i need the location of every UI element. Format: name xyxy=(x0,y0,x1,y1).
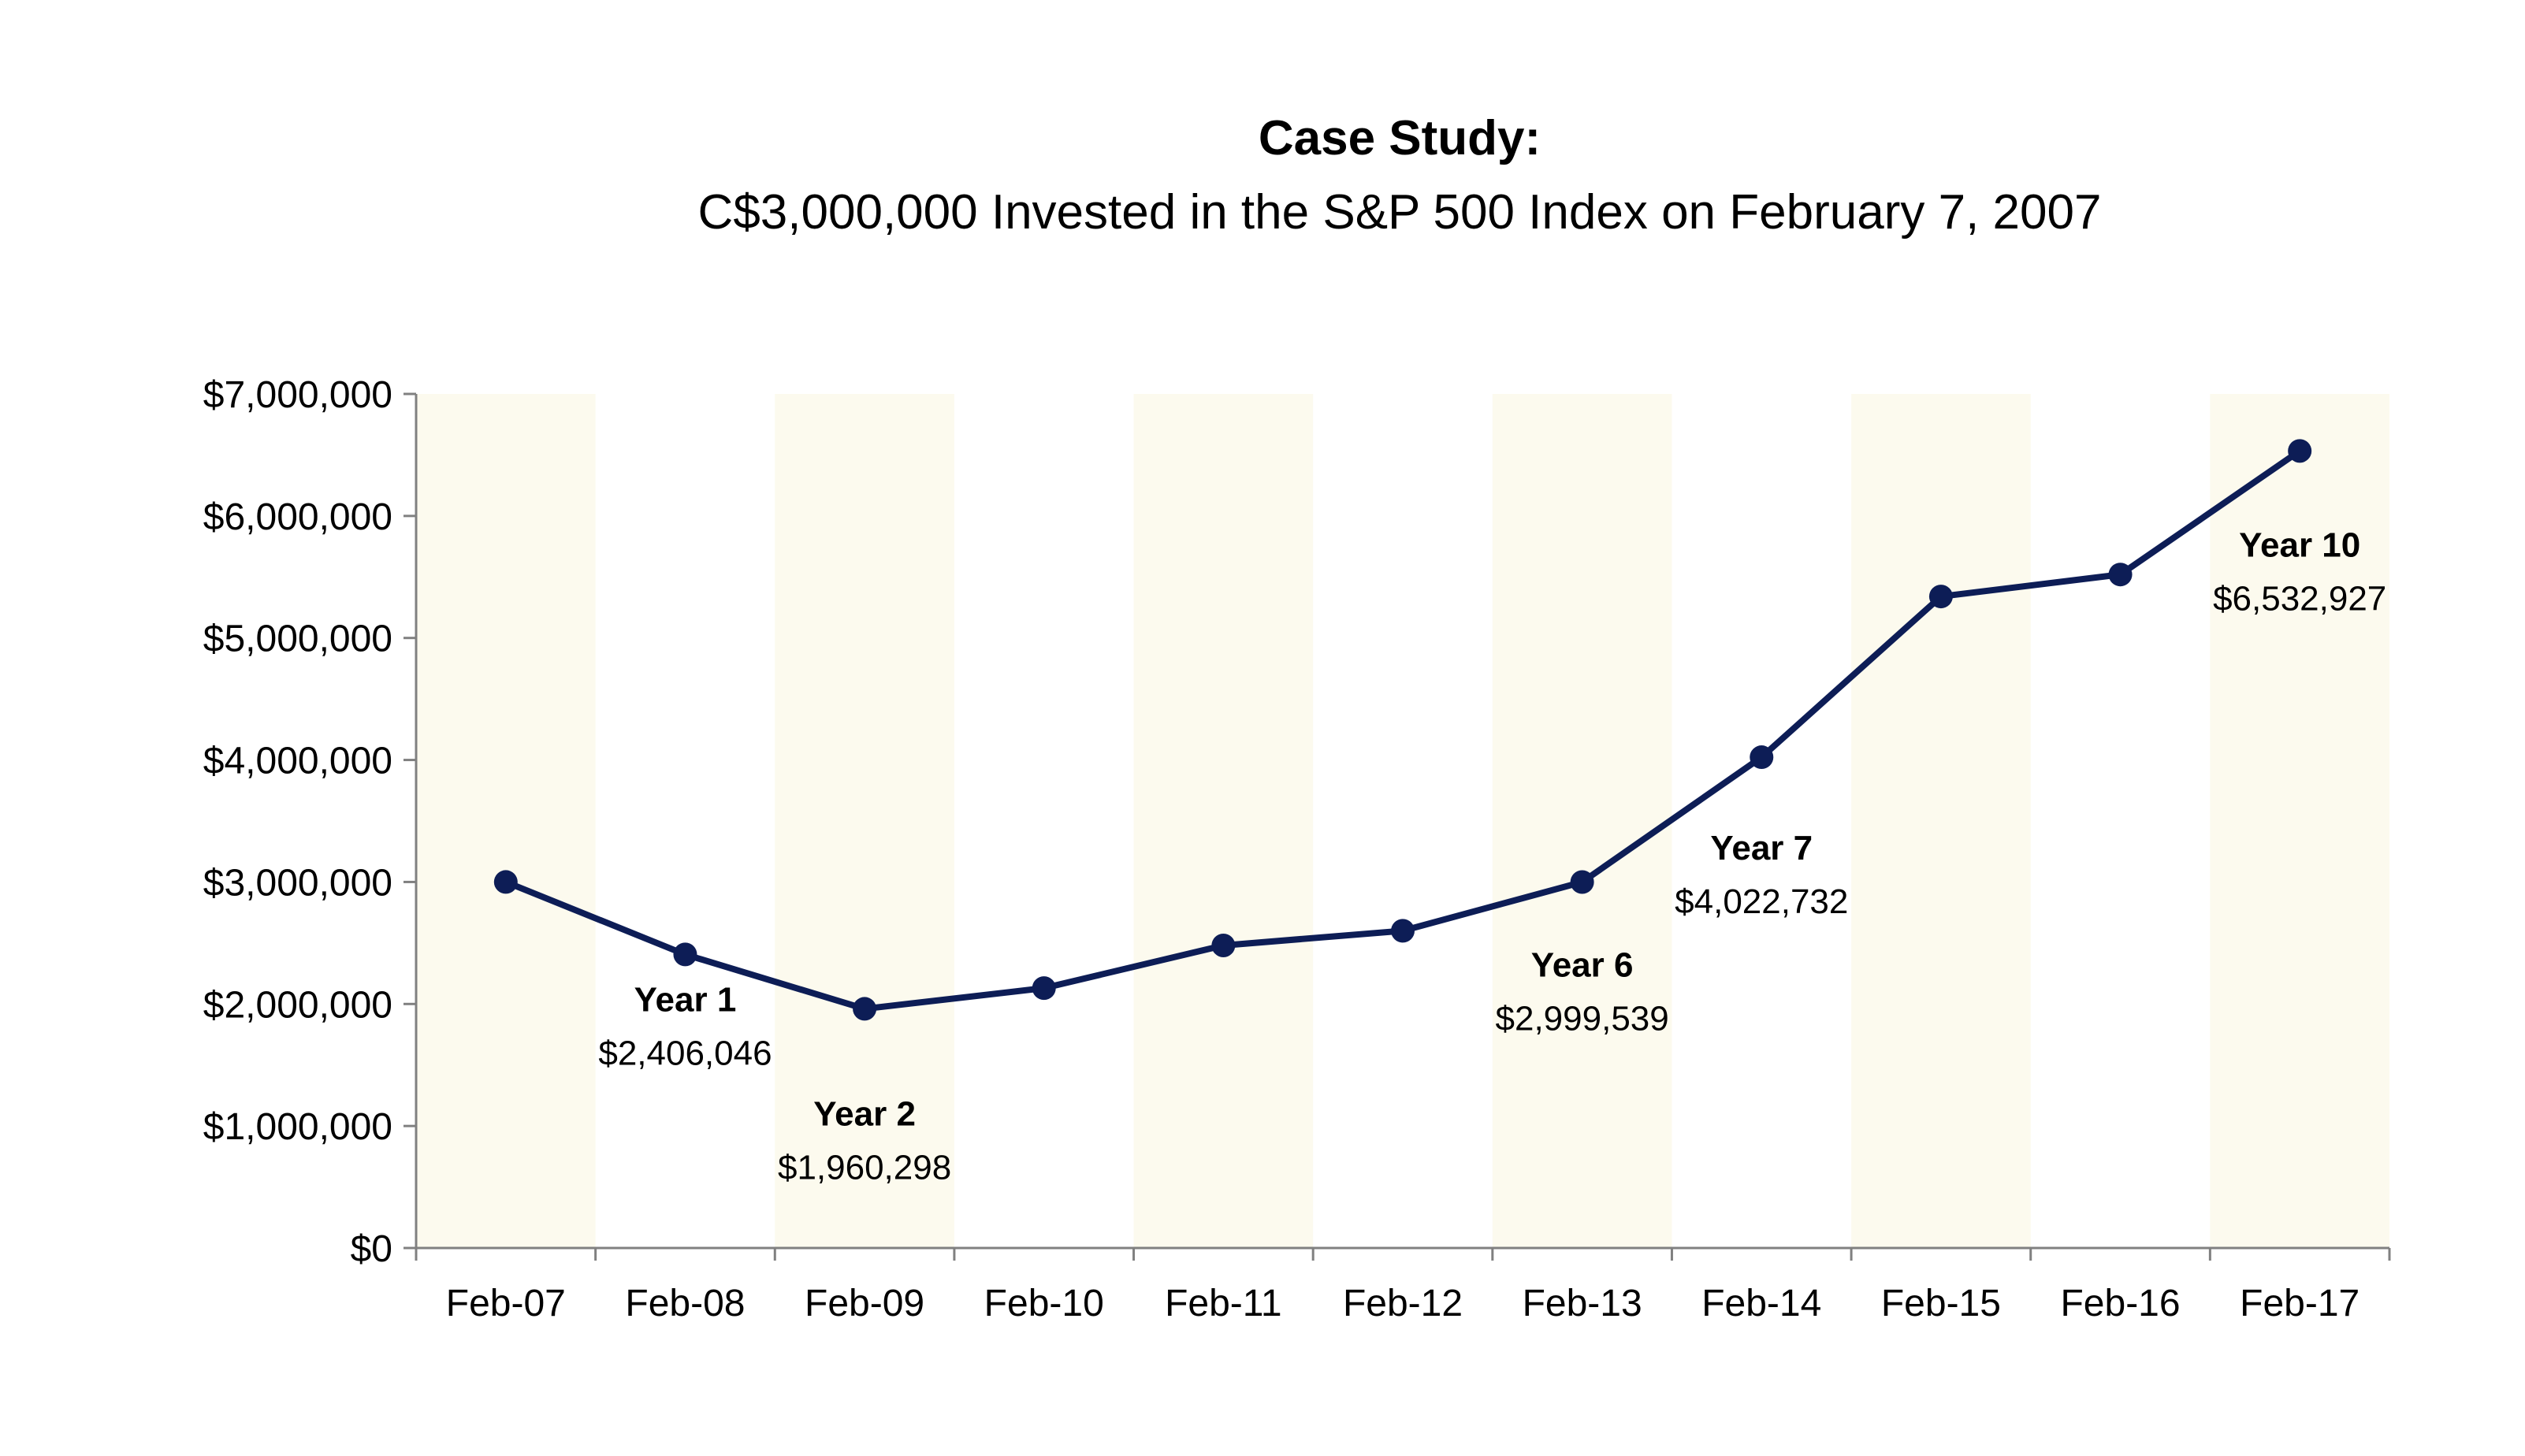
y-tick-label: $7,000,000 xyxy=(203,374,392,416)
annotation-title: Year 10 xyxy=(2239,526,2360,564)
data-point-feb-10 xyxy=(1032,976,1056,1001)
x-tick-label: Feb-13 xyxy=(1523,1283,1642,1324)
x-tick-label: Feb-12 xyxy=(1343,1283,1463,1324)
annotation-value: $1,960,298 xyxy=(778,1148,951,1187)
y-tick-label: $5,000,000 xyxy=(203,618,392,660)
data-point-feb-11 xyxy=(1211,933,1236,957)
x-tick-label: Feb-08 xyxy=(625,1283,745,1324)
data-point-feb-12 xyxy=(1391,919,1415,943)
x-tick-label: Feb-15 xyxy=(1881,1283,2001,1324)
chart-subtitle: C$3,000,000 Invested in the S&P 500 Inde… xyxy=(697,185,2102,240)
annotation-title: Year 7 xyxy=(1710,829,1813,867)
data-point-feb-17 xyxy=(2288,439,2312,463)
x-tick-label: Feb-17 xyxy=(2240,1283,2360,1324)
x-axis-ticks: Feb-07 Feb-08 Feb-09 Feb-10 Feb-11 Feb-12 Feb-… xyxy=(415,1248,2391,1324)
chart-title: Case Study: xyxy=(1258,111,1541,165)
y-axis-ticks: $0 $1,000,000 $2,000,000 $3,000,000 $4,000,0… xyxy=(203,374,416,1270)
shaded-band-feb-11 xyxy=(1133,394,1314,1248)
data-point-feb-15 xyxy=(1928,585,1953,609)
chart-axes xyxy=(415,394,2389,1250)
shaded-bands xyxy=(416,394,2389,1248)
shaded-band-feb-09 xyxy=(775,394,954,1248)
y-tick-label: $2,000,000 xyxy=(203,984,392,1026)
annotation-value: $4,022,732 xyxy=(1675,882,1848,921)
y-tick-label: $3,000,000 xyxy=(203,862,392,904)
data-point-feb-08 xyxy=(673,942,697,967)
x-tick-label: Feb-16 xyxy=(2060,1283,2180,1324)
data-point-feb-14 xyxy=(1750,745,1774,770)
annotation-value: $2,999,539 xyxy=(1496,1000,1669,1038)
shaded-band-feb-13 xyxy=(1492,394,1672,1248)
x-tick-label: Feb-10 xyxy=(984,1283,1104,1324)
annotation-value: $2,406,046 xyxy=(598,1034,772,1072)
chart-title-block: Case Study: C$3,000,000 Invested in the … xyxy=(0,110,2525,252)
data-point-feb-13 xyxy=(1570,870,1594,894)
shaded-band-feb-07 xyxy=(416,394,596,1248)
y-tick-label: $4,000,000 xyxy=(203,741,392,782)
annotation-title: Year 6 xyxy=(1531,946,1634,985)
shaded-band-feb-15 xyxy=(1851,394,2031,1248)
y-tick-label: $1,000,000 xyxy=(203,1106,392,1148)
y-tick-label: $0 xyxy=(351,1228,392,1270)
x-tick-label: Feb-14 xyxy=(1701,1283,1821,1324)
data-point-feb-07 xyxy=(493,870,518,894)
annotation-title: Year 1 xyxy=(634,980,737,1019)
x-tick-label: Feb-09 xyxy=(805,1283,924,1324)
annotation-value: $6,532,927 xyxy=(2213,579,2386,618)
shaded-band-feb-17 xyxy=(2210,394,2389,1248)
x-tick-label: Feb-07 xyxy=(446,1283,566,1324)
x-tick-label: Feb-11 xyxy=(1165,1283,1282,1324)
data-point-feb-09 xyxy=(853,997,877,1021)
y-tick-label: $6,000,000 xyxy=(203,496,392,538)
data-annotations: Year 1 $2,406,046 Year 2 $1,960,298 Year 6 $2… xyxy=(598,526,2386,1187)
data-points xyxy=(493,439,2312,1021)
annotation-title: Year 2 xyxy=(813,1094,916,1133)
data-point-feb-16 xyxy=(2108,563,2133,587)
